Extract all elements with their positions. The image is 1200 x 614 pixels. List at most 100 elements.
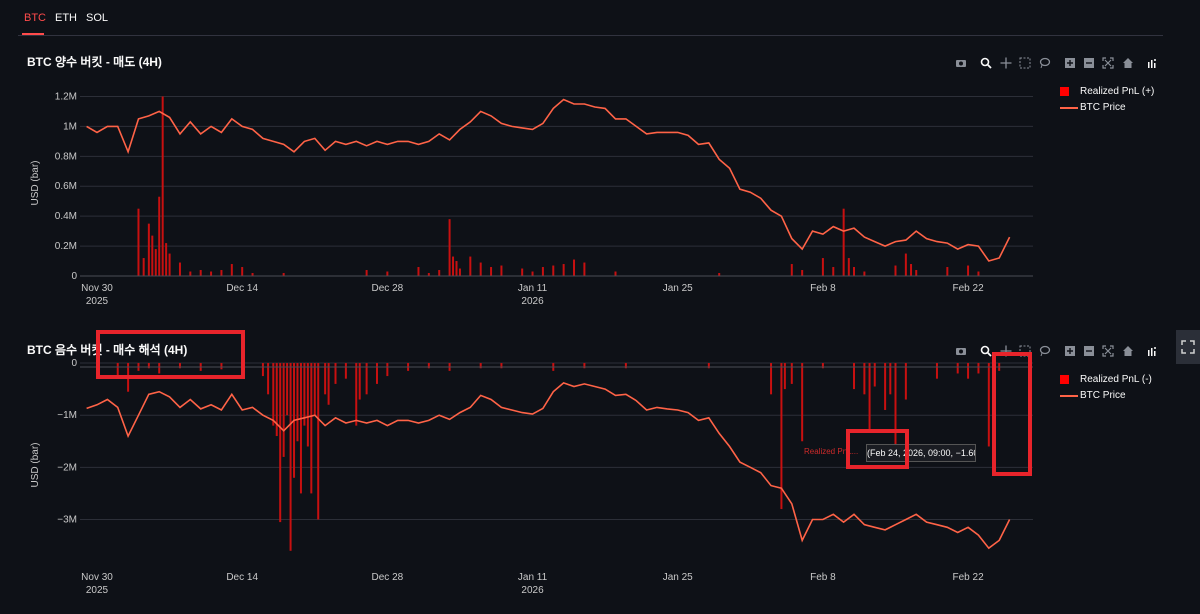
chart2-pnl-bar <box>158 363 161 374</box>
chart2-pnl-bar <box>935 363 938 379</box>
chart2-xtick-label: Jan 25 <box>663 572 693 583</box>
chart1-pnl-bar <box>365 270 368 276</box>
chart2-pnl-bar <box>956 363 959 374</box>
chart2-pnl-bar <box>310 363 313 494</box>
chart1-price-line <box>86 98 1011 262</box>
chart1-legend: Realized PnL (+) BTC Price <box>1060 86 1170 116</box>
chart1-xtick-label: Nov 30 <box>81 283 113 294</box>
chart2-pnl-bar <box>853 363 856 390</box>
chart1-pnl-bar <box>469 256 472 276</box>
zoom-in-icon[interactable] <box>1063 56 1077 70</box>
chart1-pnl-bar <box>165 243 168 276</box>
chart2-pnl-bar <box>289 363 292 551</box>
box-select-icon[interactable] <box>1018 56 1032 70</box>
chart2-xtick-label: Jan 11 <box>518 572 548 583</box>
chart2-title: BTC 음수 버킷 - 매수 해석 (4H) <box>27 343 188 357</box>
chart1-xtick-label: Dec 14 <box>226 283 258 294</box>
legend-swatch-square <box>1060 87 1069 96</box>
chart1-ytick-label: 0 <box>71 271 77 282</box>
chart1-xtick-year: 2025 <box>86 296 109 307</box>
chart2-pnl-bar <box>296 363 299 442</box>
chart1-pnl-bar <box>521 268 524 276</box>
lasso-select-icon[interactable] <box>1038 56 1052 70</box>
chart1-pnl-bar <box>158 196 161 276</box>
chart2-legend: Realized PnL (-) BTC Price <box>1060 374 1170 404</box>
box-select-icon[interactable] <box>1018 344 1032 358</box>
chart2-pnl-bar <box>344 363 347 379</box>
chart2-pnl-bar <box>358 363 361 400</box>
chart1-pnl-bar <box>448 219 451 276</box>
camera-icon[interactable] <box>954 344 968 358</box>
chart2-price-line <box>86 381 1011 550</box>
chart2-pnl-bar <box>272 363 275 426</box>
zoom-in-icon[interactable] <box>1063 344 1077 358</box>
fullscreen-expand-button[interactable] <box>1176 330 1200 364</box>
zoom-out-icon[interactable] <box>1082 56 1096 70</box>
legend-label: Realized PnL (+) <box>1080 86 1155 97</box>
legend-label: BTC Price <box>1080 390 1126 401</box>
zoom-icon[interactable] <box>979 344 993 358</box>
chart1-pnl-bar <box>573 259 576 276</box>
chart1-pnl-bar <box>790 264 793 276</box>
chart1-pnl-bar <box>967 265 970 276</box>
highlight-box-title <box>96 330 245 379</box>
hover-series-name: Realized PnL... <box>804 447 859 456</box>
chart2-pnl-bar <box>987 363 990 447</box>
chart2-pnl-bar <box>220 363 223 370</box>
zoom-icon[interactable] <box>979 56 993 70</box>
camera-icon[interactable] <box>954 56 968 70</box>
lasso-select-icon[interactable] <box>1038 344 1052 358</box>
tab-sol[interactable]: SOL <box>86 12 109 24</box>
chart2-pnl-bar <box>386 363 389 377</box>
tab-btc[interactable]: BTC <box>24 12 46 24</box>
chart1-pnl-bar <box>490 267 493 276</box>
chart1-ytick-label: 0.4M <box>55 211 77 222</box>
zoom-out-icon[interactable] <box>1082 344 1096 358</box>
chart1-pnl-bar <box>282 273 285 276</box>
chart1-pnl-bar <box>853 267 856 276</box>
chart1-pnl-bar <box>832 267 835 276</box>
chart2-modebar <box>954 344 1164 360</box>
chart1-pnl-bar <box>178 262 181 276</box>
legend-label: Realized PnL (-) <box>1080 374 1152 385</box>
chart2-pnl-bar <box>267 363 270 395</box>
chart1-pnl-bar <box>531 271 534 276</box>
chart2-pnl-bar <box>365 363 368 395</box>
chart1-pnl-bar <box>220 270 223 276</box>
home-icon[interactable] <box>1121 344 1135 358</box>
chart2-xtick-year: 2025 <box>86 585 109 596</box>
chart2-ytick-label: −3M <box>57 514 77 525</box>
chart1-xtick-label: Dec 28 <box>372 283 404 294</box>
chart2-xtick-year: 2026 <box>521 585 544 596</box>
plotly-logo-icon[interactable] <box>1145 56 1159 70</box>
chart2-pnl-bar <box>313 363 316 416</box>
home-icon[interactable] <box>1121 56 1135 70</box>
chart1-pnl-bar <box>977 271 980 276</box>
chart1-ytick-label: 0.8M <box>55 151 77 162</box>
chart1-pnl-bar <box>199 270 202 276</box>
autoscale-icon[interactable] <box>1101 344 1115 358</box>
active-tab-indicator <box>22 33 44 35</box>
chart2-pnl-bar <box>770 363 773 395</box>
chart1-pnl-bar <box>151 235 154 276</box>
chart1-pnl-bar <box>427 273 430 276</box>
chart1-pnl-bar <box>137 208 140 276</box>
tab-eth[interactable]: ETH <box>55 12 77 24</box>
pan-icon[interactable] <box>999 56 1013 70</box>
autoscale-icon[interactable] <box>1101 56 1115 70</box>
chart1-pnl-bar <box>915 270 918 276</box>
chart1-title: BTC 양수 버킷 - 매도 (4H) <box>27 55 162 69</box>
plotly-logo-icon[interactable] <box>1145 344 1159 358</box>
chart1-ytick-label: 1.2M <box>55 91 77 102</box>
chart1-pnl-bar <box>583 262 586 276</box>
legend-label: BTC Price <box>1080 102 1126 113</box>
chart1-pnl-bar <box>946 267 949 276</box>
chart2-xtick-label: Nov 30 <box>81 572 113 583</box>
chart1-xtick-year: 2026 <box>521 296 544 307</box>
chart1-pnl-bar <box>562 264 565 276</box>
chart1-ytick-label: 0.6M <box>55 181 77 192</box>
chart1-ytick-label: 1M <box>63 121 77 132</box>
highlight-box-tooltip <box>846 429 909 469</box>
chart2-pnl-bar <box>261 363 264 377</box>
